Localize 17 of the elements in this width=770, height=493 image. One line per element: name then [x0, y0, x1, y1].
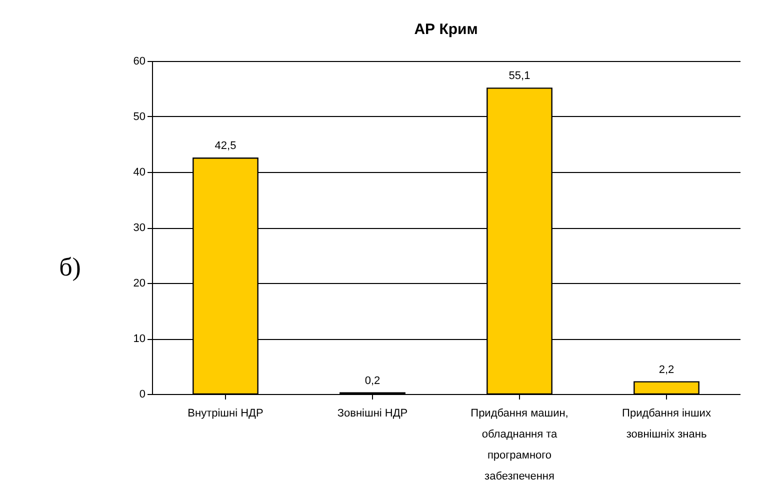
text: б) [59, 252, 81, 282]
data-label: 42,5 [214, 140, 236, 152]
y-tick-label: 0 [139, 388, 146, 400]
data-label: 55,1 [508, 70, 530, 82]
x-tick-label: Внутрішні НДР [188, 408, 264, 420]
y-tick-label: 40 [133, 166, 146, 178]
data-label: 2,2 [658, 364, 674, 376]
y-tick-label: 20 [133, 278, 146, 290]
x-tick-label: Придбання інших зовнішніх знань [622, 408, 712, 440]
y-tick-label: 60 [133, 56, 146, 68]
x-tick-label: Придбання машин, обладнання та програмного забезпечення [470, 408, 568, 482]
y-tick-label: 30 [133, 222, 146, 234]
y-tick-label: 50 [133, 111, 146, 123]
x-tick-label: Зовнішні НДР [337, 408, 408, 420]
chart-title: АР Крим [414, 21, 478, 38]
data-label: 0,2 [364, 374, 380, 387]
y-tick-label: 10 [133, 333, 146, 345]
